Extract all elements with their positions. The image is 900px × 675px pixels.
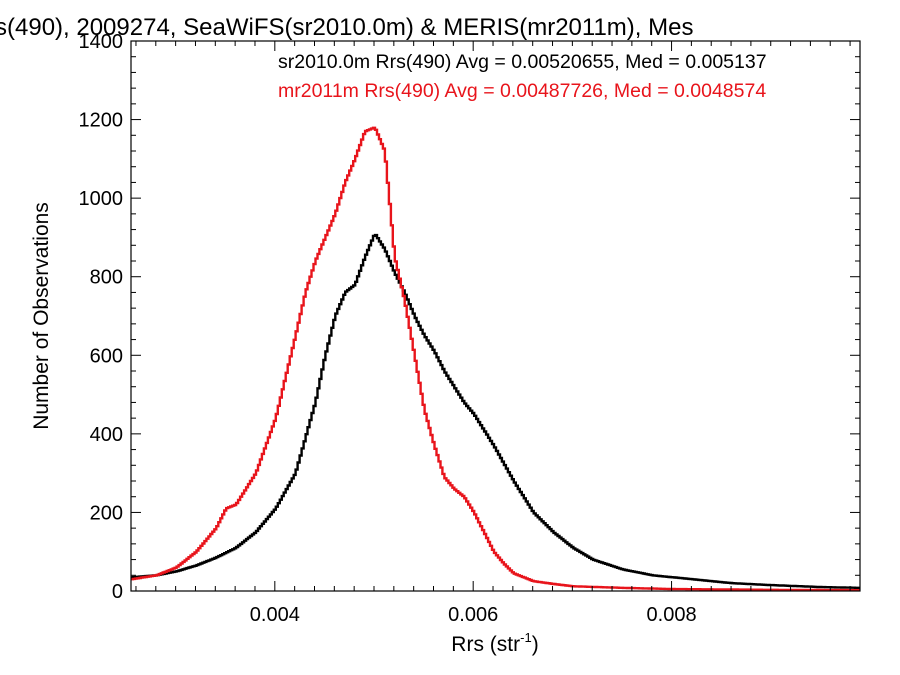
legend-entry-mr2011: mr2011m Rrs(490) Avg = 0.00487726, Med =…	[278, 80, 766, 102]
legend-entry-sr2010: sr2010.0m Rrs(490) Avg = 0.00520655, Med…	[278, 51, 767, 73]
y-axis-label: Number of Observations	[30, 202, 53, 430]
y-tick-label: 600	[90, 345, 123, 367]
x-axis-label: Rrs (str-1)	[451, 630, 538, 656]
y-tick-label: 200	[90, 502, 123, 524]
y-tick-label: 1000	[79, 188, 124, 210]
series-group	[131, 126, 860, 592]
y-tick-label: 1400	[79, 31, 124, 53]
x-axis-label-superscript: -1	[520, 630, 532, 645]
y-tick-label: 0	[112, 581, 123, 603]
axes-group	[130, 40, 861, 592]
series-line-sr2010.0m	[131, 233, 860, 589]
x-tick-label: 0.006	[448, 604, 498, 626]
x-tick-label: 0.004	[250, 604, 300, 626]
x-tick-label: 0.008	[647, 604, 697, 626]
y-tick-label: 1200	[79, 110, 124, 132]
x-axis-label-main: Rrs (str	[451, 633, 520, 656]
series-line-mr2011m	[131, 126, 860, 592]
x-axis-label-end: )	[532, 633, 539, 656]
legend: sr2010.0m Rrs(490) Avg = 0.00520655, Med…	[278, 51, 767, 102]
ticks-group: 0.004 0.006 0.008 0 200 400 600 800 1000 1200 1400	[79, 31, 860, 626]
y-tick-label: 800	[90, 267, 123, 289]
chart-title: s(490), 2009274, SeaWiFS(sr2010.0m) & ME…	[0, 14, 693, 41]
plot-frame	[130, 40, 861, 592]
y-tick-label: 400	[90, 424, 123, 446]
